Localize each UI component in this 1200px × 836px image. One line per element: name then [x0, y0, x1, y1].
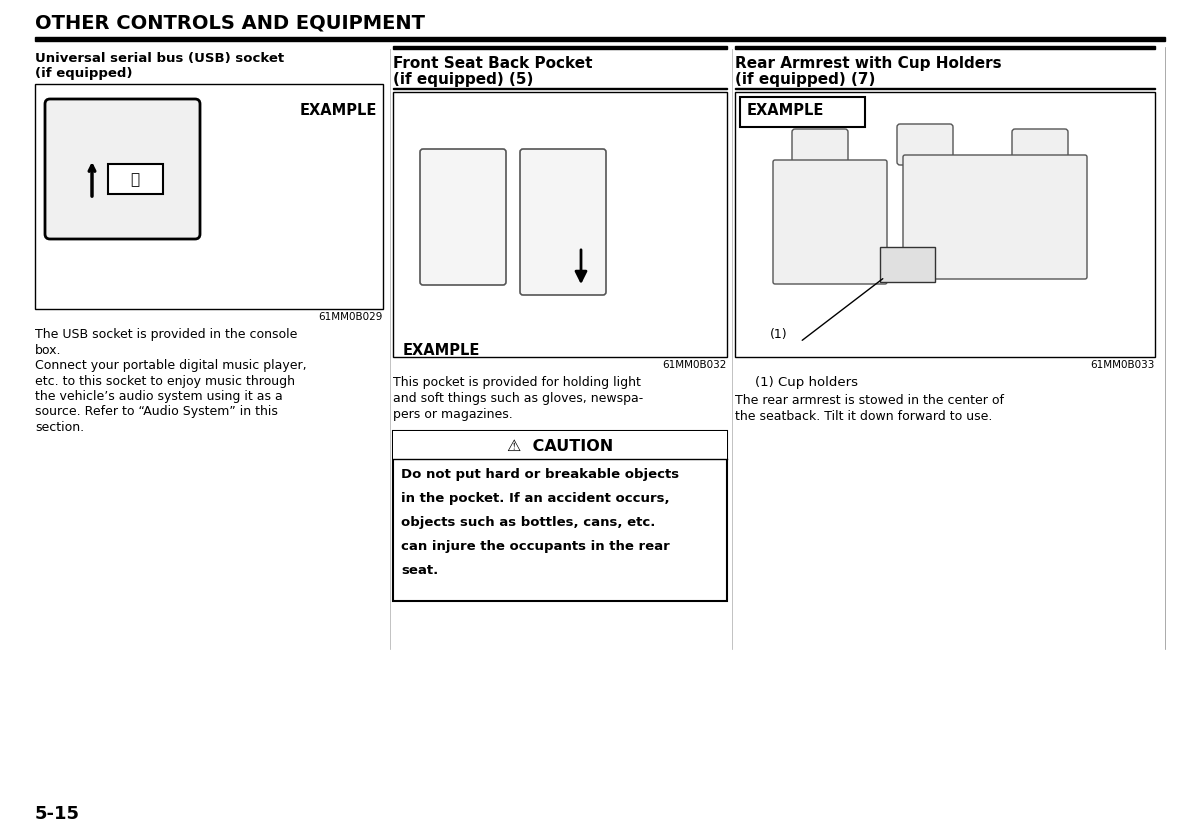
- Text: can injure the occupants in the rear: can injure the occupants in the rear: [401, 539, 670, 553]
- Text: 61MM0B032: 61MM0B032: [662, 359, 727, 370]
- Text: The USB socket is provided in the console: The USB socket is provided in the consol…: [35, 328, 298, 340]
- Text: the vehicle’s audio system using it as a: the vehicle’s audio system using it as a: [35, 390, 283, 402]
- Text: Front Seat Back Pocket: Front Seat Back Pocket: [394, 56, 593, 71]
- FancyBboxPatch shape: [792, 130, 848, 171]
- Text: OTHER CONTROLS AND EQUIPMENT: OTHER CONTROLS AND EQUIPMENT: [35, 13, 425, 32]
- Text: The rear armrest is stowed in the center of: The rear armrest is stowed in the center…: [734, 394, 1004, 406]
- Text: (if equipped) (7): (if equipped) (7): [734, 72, 875, 87]
- Bar: [734, 93, 1154, 358]
- Text: the seatback. Tilt it down forward to use.: the seatback. Tilt it down forward to us…: [734, 410, 992, 422]
- FancyBboxPatch shape: [898, 125, 953, 166]
- Text: (1): (1): [770, 328, 787, 340]
- Text: Rear Armrest with Cup Holders: Rear Armrest with Cup Holders: [734, 56, 1002, 71]
- Bar: [880, 247, 935, 283]
- FancyBboxPatch shape: [520, 150, 606, 296]
- Text: etc. to this socket to enjoy music through: etc. to this socket to enjoy music throu…: [35, 374, 295, 387]
- Bar: [394, 431, 727, 601]
- FancyBboxPatch shape: [904, 155, 1087, 280]
- FancyBboxPatch shape: [773, 161, 887, 285]
- Bar: [734, 89, 1154, 90]
- FancyBboxPatch shape: [420, 150, 506, 286]
- Text: Do not put hard or breakable objects: Do not put hard or breakable objects: [401, 467, 679, 481]
- Text: source. Refer to “Audio System” in this: source. Refer to “Audio System” in this: [35, 405, 278, 418]
- Bar: [35, 85, 383, 309]
- Text: ⚠  CAUTION: ⚠ CAUTION: [506, 438, 613, 453]
- Bar: [394, 431, 727, 460]
- Text: 61MM0B033: 61MM0B033: [1091, 359, 1154, 370]
- Text: This pocket is provided for holding light: This pocket is provided for holding ligh…: [394, 375, 641, 389]
- FancyBboxPatch shape: [46, 99, 200, 240]
- Bar: [35, 38, 1165, 42]
- Bar: [740, 98, 865, 128]
- Text: (if equipped): (if equipped): [35, 67, 132, 80]
- Text: Universal serial bus (USB) socket: Universal serial bus (USB) socket: [35, 52, 284, 65]
- Text: seat.: seat.: [401, 563, 438, 576]
- Text: objects such as bottles, cans, etc.: objects such as bottles, cans, etc.: [401, 515, 655, 528]
- Text: Connect your portable digital music player,: Connect your portable digital music play…: [35, 359, 307, 371]
- Text: EXAMPLE: EXAMPLE: [300, 103, 377, 118]
- Bar: [108, 165, 163, 195]
- Bar: [394, 89, 727, 90]
- Text: pers or magazines.: pers or magazines.: [394, 407, 512, 421]
- FancyBboxPatch shape: [1012, 130, 1068, 171]
- Text: in the pocket. If an accident occurs,: in the pocket. If an accident occurs,: [401, 492, 670, 504]
- Text: section.: section.: [35, 421, 84, 434]
- Text: 5-15: 5-15: [35, 804, 80, 822]
- Text: 61MM0B029: 61MM0B029: [319, 312, 383, 322]
- Text: (if equipped) (5): (if equipped) (5): [394, 72, 533, 87]
- Bar: [394, 47, 727, 50]
- Text: EXAMPLE: EXAMPLE: [403, 343, 480, 358]
- Text: and soft things such as gloves, newspa-: and soft things such as gloves, newspa-: [394, 391, 643, 405]
- Text: (1) Cup holders: (1) Cup holders: [755, 375, 858, 389]
- Text: ⭡: ⭡: [131, 172, 139, 187]
- Bar: [394, 93, 727, 358]
- Text: EXAMPLE: EXAMPLE: [746, 103, 824, 118]
- Text: box.: box.: [35, 343, 61, 356]
- Bar: [734, 47, 1154, 50]
